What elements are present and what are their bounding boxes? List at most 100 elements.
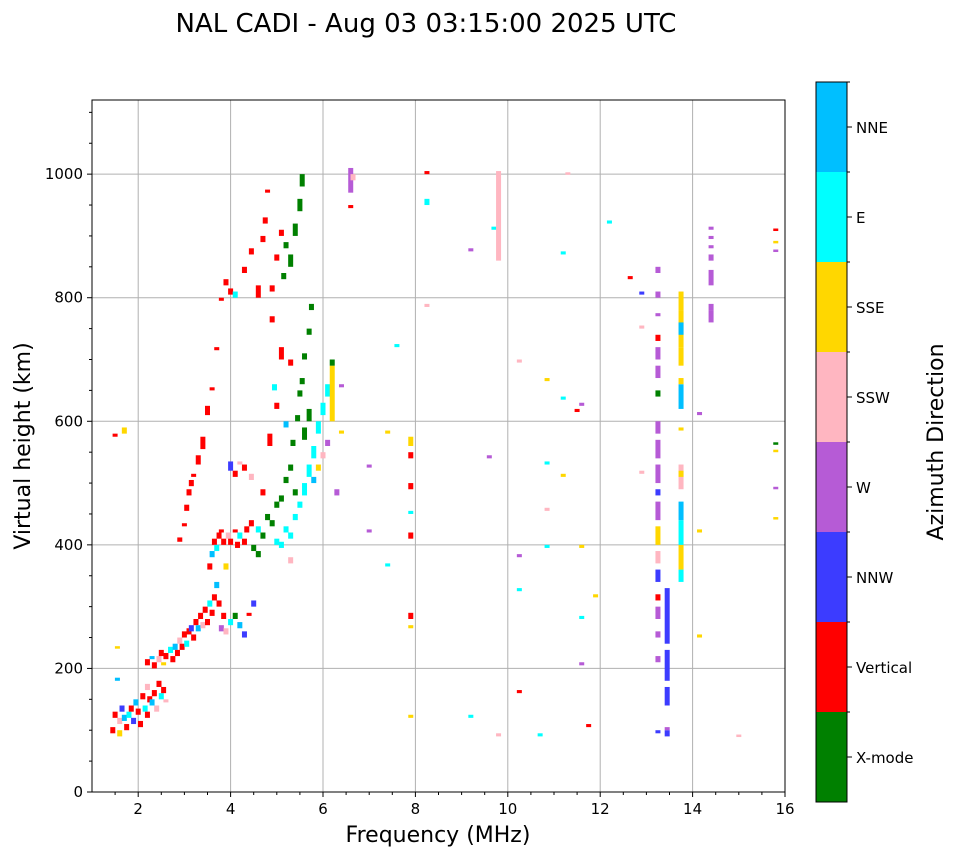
data-point-vertical [188, 479, 194, 487]
data-point-vertical [655, 334, 661, 341]
data-point-vertical [205, 619, 210, 626]
data-point-nne [133, 699, 139, 706]
data-point-vertical [112, 433, 118, 437]
data-point-x-mode [265, 513, 271, 521]
data-point-x-mode [283, 476, 289, 484]
data-point-x-mode [278, 495, 284, 502]
data-point-w [655, 291, 661, 298]
data-point-vertical [248, 520, 254, 527]
data-point-vertical [244, 526, 250, 533]
data-point-vertical [223, 279, 229, 286]
colorbar-label-e: E [856, 209, 865, 227]
data-point-nne [678, 501, 684, 521]
data-point-e [274, 538, 280, 545]
data-marks [110, 167, 779, 738]
data-point-vertical [408, 612, 414, 619]
data-point-w [773, 249, 779, 253]
data-point-nne [121, 714, 127, 721]
chart-title: NAL CADI - Aug 03 03:15:00 2025 UTC [176, 9, 677, 39]
x-tick-label: 6 [318, 800, 328, 818]
data-point-w [468, 248, 474, 252]
data-point-sse [678, 291, 684, 311]
data-point-x-mode [269, 520, 275, 527]
colorbar-segment [816, 622, 847, 712]
data-point-w [708, 310, 714, 323]
data-point-ssw [736, 734, 742, 738]
data-point-vertical [198, 612, 204, 619]
colorbar-label-nne: NNE [856, 119, 888, 137]
data-point-nne [114, 677, 120, 681]
data-point-x-mode [232, 612, 238, 619]
data-point-vertical [144, 659, 150, 666]
data-point-e [385, 563, 391, 567]
data-point-sse [223, 563, 229, 570]
colorbar-segment [816, 172, 847, 262]
data-point-w [655, 347, 661, 360]
data-point-x-mode [260, 532, 266, 539]
data-point-e [424, 198, 430, 206]
data-point-sse [117, 730, 123, 737]
data-point-vertical [158, 649, 164, 657]
data-point-vertical [174, 649, 180, 657]
data-point-nne [678, 384, 684, 409]
y-tick-label: 800 [54, 289, 83, 307]
data-point-e [207, 600, 213, 607]
colorbar-segment [816, 262, 847, 352]
data-point-w [655, 606, 661, 619]
data-point-w [655, 656, 661, 663]
data-point-nne [311, 476, 317, 484]
data-point-x-mode [274, 501, 280, 508]
data-point-sse [678, 470, 684, 477]
data-point-x-mode [773, 442, 779, 445]
data-point-w [655, 421, 661, 434]
data-point-sse [678, 544, 684, 570]
y-tick-label: 600 [54, 412, 83, 430]
data-point-x-mode [251, 544, 257, 552]
data-point-e [544, 544, 550, 548]
data-point-e [142, 705, 148, 712]
data-point-e [560, 251, 566, 255]
data-point-vertical [278, 229, 284, 236]
data-point-w [366, 464, 372, 468]
data-point-vertical [255, 285, 261, 298]
data-point-e [232, 291, 238, 298]
data-point-nne [149, 699, 155, 706]
data-point-ssw [223, 628, 229, 635]
data-point-w [325, 439, 331, 446]
data-point-nnw [251, 600, 257, 607]
data-point-x-mode [306, 408, 312, 422]
data-point-w [366, 529, 372, 533]
data-point-vertical [214, 347, 220, 351]
data-point-nnw [664, 686, 670, 706]
data-point-vertical [408, 532, 414, 539]
data-point-ssw [154, 705, 160, 712]
colorbar-frame [815, 81, 848, 803]
data-point-sse [329, 365, 335, 422]
data-point-nnw [119, 705, 125, 712]
data-point-e [228, 619, 234, 626]
data-point-w [655, 439, 661, 459]
y-tick-label: 200 [54, 659, 83, 677]
data-point-vertical [195, 455, 201, 465]
data-point-vertical [184, 504, 190, 511]
data-point-vertical [348, 205, 354, 209]
data-point-sse [773, 449, 779, 453]
data-point-vertical [209, 609, 215, 616]
data-point-ssw [655, 551, 661, 564]
data-point-vertical [221, 612, 227, 619]
data-point-e [579, 615, 585, 619]
data-point-e [516, 588, 522, 592]
data-point-e [678, 520, 684, 545]
data-point-w [218, 625, 224, 632]
data-point-ssw [424, 303, 430, 307]
grid-lines [92, 100, 786, 793]
data-point-sse [593, 594, 599, 598]
colorbar-label-x-mode: X-mode [856, 749, 913, 767]
data-point-e [560, 396, 566, 400]
data-point-vertical [241, 266, 247, 273]
data-point-vertical [202, 606, 208, 613]
y-tick-label: 0 [73, 783, 83, 801]
data-point-w [579, 402, 585, 406]
data-point-e [297, 501, 303, 508]
data-point-w [708, 245, 714, 249]
